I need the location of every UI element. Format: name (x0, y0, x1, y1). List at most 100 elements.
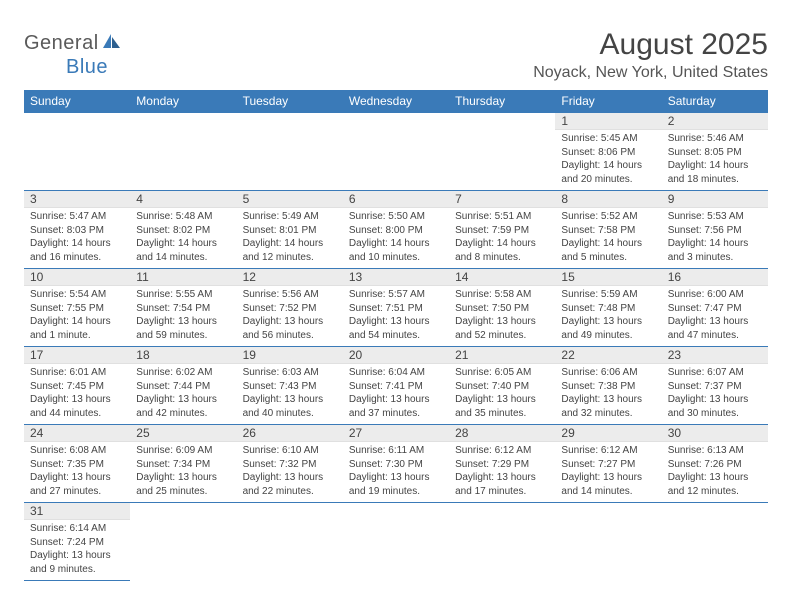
day-number: 18 (130, 347, 236, 364)
day-details: Sunrise: 5:49 AMSunset: 8:01 PMDaylight:… (237, 208, 343, 268)
calendar-cell: 7Sunrise: 5:51 AMSunset: 7:59 PMDaylight… (449, 191, 555, 269)
day-number: 22 (555, 347, 661, 364)
calendar-cell: 29Sunrise: 6:12 AMSunset: 7:27 PMDayligh… (555, 425, 661, 503)
calendar-cell: 19Sunrise: 6:03 AMSunset: 7:43 PMDayligh… (237, 347, 343, 425)
day-number: 16 (662, 269, 768, 286)
day-number: 19 (237, 347, 343, 364)
calendar-cell: 6Sunrise: 5:50 AMSunset: 8:00 PMDaylight… (343, 191, 449, 269)
calendar-cell: 22Sunrise: 6:06 AMSunset: 7:38 PMDayligh… (555, 347, 661, 425)
day-number: 27 (343, 425, 449, 442)
calendar-cell: 30Sunrise: 6:13 AMSunset: 7:26 PMDayligh… (662, 425, 768, 503)
calendar-cell: 10Sunrise: 5:54 AMSunset: 7:55 PMDayligh… (24, 269, 130, 347)
day-number: 13 (343, 269, 449, 286)
calendar-cell: 14Sunrise: 5:58 AMSunset: 7:50 PMDayligh… (449, 269, 555, 347)
calendar-cell: 28Sunrise: 6:12 AMSunset: 7:29 PMDayligh… (449, 425, 555, 503)
day-details: Sunrise: 6:13 AMSunset: 7:26 PMDaylight:… (662, 442, 768, 502)
calendar-cell (449, 503, 555, 581)
day-details: Sunrise: 5:52 AMSunset: 7:58 PMDaylight:… (555, 208, 661, 268)
day-details: Sunrise: 5:59 AMSunset: 7:48 PMDaylight:… (555, 286, 661, 346)
day-details: Sunrise: 5:48 AMSunset: 8:02 PMDaylight:… (130, 208, 236, 268)
weekday-header: Sunday (24, 90, 130, 113)
day-number: 30 (662, 425, 768, 442)
calendar-cell (130, 503, 236, 581)
weekday-header: Monday (130, 90, 236, 113)
calendar-row: 31Sunrise: 6:14 AMSunset: 7:24 PMDayligh… (24, 503, 768, 581)
day-number: 21 (449, 347, 555, 364)
day-details: Sunrise: 5:50 AMSunset: 8:00 PMDaylight:… (343, 208, 449, 268)
day-details: Sunrise: 6:12 AMSunset: 7:29 PMDaylight:… (449, 442, 555, 502)
day-details: Sunrise: 5:58 AMSunset: 7:50 PMDaylight:… (449, 286, 555, 346)
calendar-cell: 5Sunrise: 5:49 AMSunset: 8:01 PMDaylight… (237, 191, 343, 269)
calendar-cell (24, 113, 130, 191)
header: GeneralBlue August 2025 Noyack, New York… (24, 28, 768, 82)
weekday-header: Wednesday (343, 90, 449, 113)
day-number: 2 (662, 113, 768, 130)
day-details: Sunrise: 6:02 AMSunset: 7:44 PMDaylight:… (130, 364, 236, 424)
day-number: 26 (237, 425, 343, 442)
calendar-cell (237, 113, 343, 191)
day-details: Sunrise: 6:12 AMSunset: 7:27 PMDaylight:… (555, 442, 661, 502)
calendar-row: 1Sunrise: 5:45 AMSunset: 8:06 PMDaylight… (24, 113, 768, 191)
day-details: Sunrise: 5:57 AMSunset: 7:51 PMDaylight:… (343, 286, 449, 346)
calendar-cell: 23Sunrise: 6:07 AMSunset: 7:37 PMDayligh… (662, 347, 768, 425)
calendar-cell (343, 113, 449, 191)
day-number: 6 (343, 191, 449, 208)
day-number: 23 (662, 347, 768, 364)
day-details: Sunrise: 6:04 AMSunset: 7:41 PMDaylight:… (343, 364, 449, 424)
day-number: 3 (24, 191, 130, 208)
calendar-cell: 27Sunrise: 6:11 AMSunset: 7:30 PMDayligh… (343, 425, 449, 503)
calendar-cell: 15Sunrise: 5:59 AMSunset: 7:48 PMDayligh… (555, 269, 661, 347)
day-number: 8 (555, 191, 661, 208)
day-number: 5 (237, 191, 343, 208)
day-number: 28 (449, 425, 555, 442)
calendar-cell: 11Sunrise: 5:55 AMSunset: 7:54 PMDayligh… (130, 269, 236, 347)
day-number: 25 (130, 425, 236, 442)
day-details: Sunrise: 5:53 AMSunset: 7:56 PMDaylight:… (662, 208, 768, 268)
calendar-cell (130, 113, 236, 191)
day-number: 10 (24, 269, 130, 286)
day-details: Sunrise: 6:05 AMSunset: 7:40 PMDaylight:… (449, 364, 555, 424)
logo-text-gray: General (24, 32, 99, 54)
day-details: Sunrise: 6:06 AMSunset: 7:38 PMDaylight:… (555, 364, 661, 424)
calendar-cell: 24Sunrise: 6:08 AMSunset: 7:35 PMDayligh… (24, 425, 130, 503)
calendar-cell: 2Sunrise: 5:46 AMSunset: 8:05 PMDaylight… (662, 113, 768, 191)
day-number: 15 (555, 269, 661, 286)
day-details: Sunrise: 5:46 AMSunset: 8:05 PMDaylight:… (662, 130, 768, 190)
day-number: 14 (449, 269, 555, 286)
calendar-cell: 4Sunrise: 5:48 AMSunset: 8:02 PMDaylight… (130, 191, 236, 269)
calendar-cell (555, 503, 661, 581)
location: Noyack, New York, United States (533, 64, 768, 82)
calendar-cell: 1Sunrise: 5:45 AMSunset: 8:06 PMDaylight… (555, 113, 661, 191)
day-number: 9 (662, 191, 768, 208)
weekday-header: Thursday (449, 90, 555, 113)
weekday-header: Friday (555, 90, 661, 113)
calendar-cell: 12Sunrise: 5:56 AMSunset: 7:52 PMDayligh… (237, 269, 343, 347)
day-number: 7 (449, 191, 555, 208)
day-details: Sunrise: 6:07 AMSunset: 7:37 PMDaylight:… (662, 364, 768, 424)
day-number: 11 (130, 269, 236, 286)
calendar-cell: 21Sunrise: 6:05 AMSunset: 7:40 PMDayligh… (449, 347, 555, 425)
logo-text: GeneralBlue (24, 32, 123, 79)
calendar-cell: 9Sunrise: 5:53 AMSunset: 7:56 PMDaylight… (662, 191, 768, 269)
day-details: Sunrise: 5:56 AMSunset: 7:52 PMDaylight:… (237, 286, 343, 346)
calendar-row: 10Sunrise: 5:54 AMSunset: 7:55 PMDayligh… (24, 269, 768, 347)
day-number: 31 (24, 503, 130, 520)
day-number: 1 (555, 113, 661, 130)
sail-icon (101, 32, 123, 56)
calendar-cell: 26Sunrise: 6:10 AMSunset: 7:32 PMDayligh… (237, 425, 343, 503)
calendar-cell: 17Sunrise: 6:01 AMSunset: 7:45 PMDayligh… (24, 347, 130, 425)
calendar-cell: 8Sunrise: 5:52 AMSunset: 7:58 PMDaylight… (555, 191, 661, 269)
day-details: Sunrise: 6:11 AMSunset: 7:30 PMDaylight:… (343, 442, 449, 502)
weekday-header: Tuesday (237, 90, 343, 113)
calendar-cell (343, 503, 449, 581)
day-number: 29 (555, 425, 661, 442)
calendar-row: 17Sunrise: 6:01 AMSunset: 7:45 PMDayligh… (24, 347, 768, 425)
day-details: Sunrise: 5:55 AMSunset: 7:54 PMDaylight:… (130, 286, 236, 346)
day-details: Sunrise: 6:08 AMSunset: 7:35 PMDaylight:… (24, 442, 130, 502)
day-details: Sunrise: 6:09 AMSunset: 7:34 PMDaylight:… (130, 442, 236, 502)
day-details: Sunrise: 6:14 AMSunset: 7:24 PMDaylight:… (24, 520, 130, 580)
day-details: Sunrise: 6:10 AMSunset: 7:32 PMDaylight:… (237, 442, 343, 502)
calendar-cell (449, 113, 555, 191)
weekday-header: Saturday (662, 90, 768, 113)
day-details: Sunrise: 6:00 AMSunset: 7:47 PMDaylight:… (662, 286, 768, 346)
